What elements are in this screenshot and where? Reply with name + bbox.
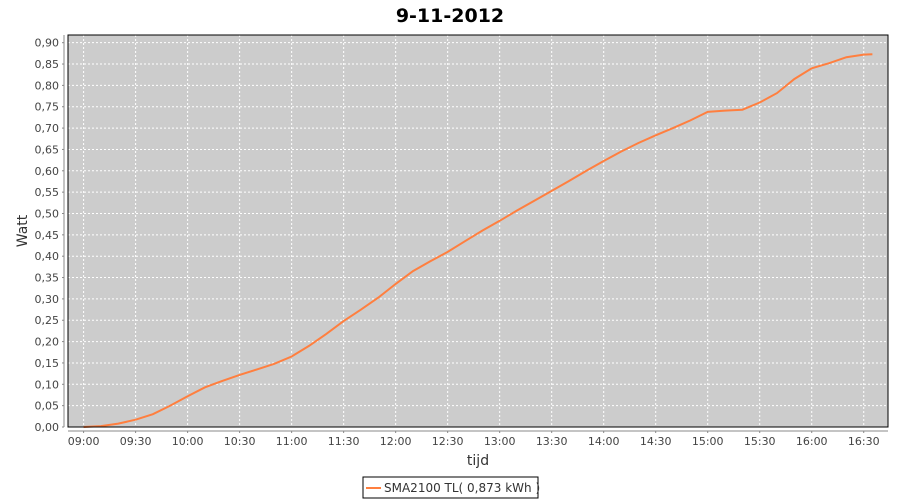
y-tick-label: 0,35	[35, 272, 60, 285]
x-tick-label: 13:30	[536, 435, 568, 448]
x-tick-label: 12:30	[432, 435, 464, 448]
legend-label: SMA2100 TL( 0,873 kWh )	[384, 481, 540, 495]
chart-title: 9-11-2012	[396, 5, 504, 27]
x-tick-label: 09:00	[68, 435, 100, 448]
x-axis: 09:00 09:30 10:00 10:30 11:00 11:30 12:00 12:30…	[68, 430, 888, 448]
y-tick-label: 0,10	[35, 378, 60, 391]
x-tick-label: 15:30	[744, 435, 776, 448]
y-tick-label: 0,05	[35, 400, 60, 413]
x-tick-label: 12:00	[380, 435, 412, 448]
y-tick-label: 0,55	[35, 186, 60, 199]
x-tick-label: 11:00	[276, 435, 308, 448]
x-tick-label: 11:30	[328, 435, 360, 448]
x-tick-label: 16:30	[848, 435, 880, 448]
y-tick-label: 0,85	[35, 58, 60, 71]
series-line	[83, 53, 873, 428]
y-tick-label: 0,75	[35, 101, 60, 114]
y-tick-label: 0,00	[35, 421, 60, 434]
plot-area	[68, 35, 888, 427]
y-axis: 0,00 0,05 0,10 0,15 0,20 0,25 0,30 0,35 0,40 0,45…	[35, 35, 65, 434]
x-tick-label: 14:30	[640, 435, 672, 448]
x-tick-label: 10:00	[172, 435, 204, 448]
x-tick-label: 10:30	[224, 435, 256, 448]
x-tick-label: 09:30	[120, 435, 152, 448]
y-tick-label: 0,15	[35, 357, 60, 370]
grid	[68, 35, 888, 428]
y-tick-label: 0,50	[35, 207, 60, 220]
x-tick-label: 16:00	[796, 435, 828, 448]
y-tick-label: 0,90	[35, 37, 60, 50]
y-axis-label: Watt	[15, 214, 31, 247]
x-tick-label: 14:00	[588, 435, 620, 448]
y-tick-label: 0,25	[35, 314, 60, 327]
legend-box	[362, 476, 539, 499]
y-tick-label: 0,70	[35, 122, 60, 135]
y-tick-label: 0,65	[35, 143, 60, 156]
x-tick-label: 13:00	[484, 435, 516, 448]
x-tick-label: 15:00	[692, 435, 724, 448]
plot-border	[67, 34, 889, 428]
y-tick-label: 0,20	[35, 336, 60, 349]
legend: SMA2100 TL( 0,873 kWh )	[362, 476, 540, 499]
y-tick-label: 0,80	[35, 79, 60, 92]
y-tick-label: 0,40	[35, 250, 60, 263]
x-axis-label: tijd	[467, 453, 489, 469]
y-tick-label: 0,30	[35, 293, 60, 306]
y-tick-label: 0,45	[35, 229, 60, 242]
y-tick-label: 0,60	[35, 165, 60, 178]
